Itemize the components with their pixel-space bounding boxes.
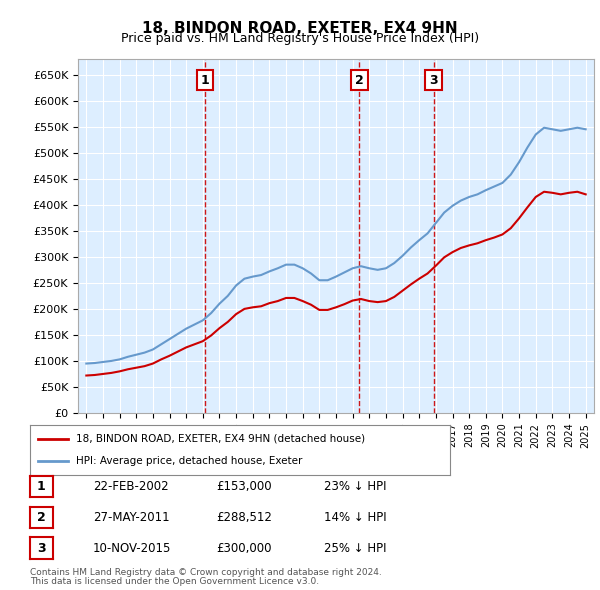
Text: 2: 2 (355, 74, 364, 87)
Text: 14% ↓ HPI: 14% ↓ HPI (324, 511, 386, 524)
Text: 1: 1 (37, 480, 46, 493)
Text: Contains HM Land Registry data © Crown copyright and database right 2024.: Contains HM Land Registry data © Crown c… (30, 568, 382, 577)
Text: 1: 1 (201, 74, 209, 87)
Text: HPI: Average price, detached house, Exeter: HPI: Average price, detached house, Exet… (76, 456, 302, 466)
Text: £300,000: £300,000 (216, 542, 271, 555)
Text: This data is licensed under the Open Government Licence v3.0.: This data is licensed under the Open Gov… (30, 577, 319, 586)
Text: 27-MAY-2011: 27-MAY-2011 (93, 511, 170, 524)
Text: 22-FEB-2002: 22-FEB-2002 (93, 480, 169, 493)
Text: 3: 3 (37, 542, 46, 555)
Text: £288,512: £288,512 (216, 511, 272, 524)
Text: 2: 2 (37, 511, 46, 524)
Text: 3: 3 (429, 74, 438, 87)
Text: 23% ↓ HPI: 23% ↓ HPI (324, 480, 386, 493)
Text: £153,000: £153,000 (216, 480, 272, 493)
Text: Price paid vs. HM Land Registry's House Price Index (HPI): Price paid vs. HM Land Registry's House … (121, 32, 479, 45)
Text: 18, BINDON ROAD, EXETER, EX4 9HN (detached house): 18, BINDON ROAD, EXETER, EX4 9HN (detach… (76, 434, 365, 444)
Text: 10-NOV-2015: 10-NOV-2015 (93, 542, 172, 555)
Text: 18, BINDON ROAD, EXETER, EX4 9HN: 18, BINDON ROAD, EXETER, EX4 9HN (142, 21, 458, 35)
Text: 25% ↓ HPI: 25% ↓ HPI (324, 542, 386, 555)
